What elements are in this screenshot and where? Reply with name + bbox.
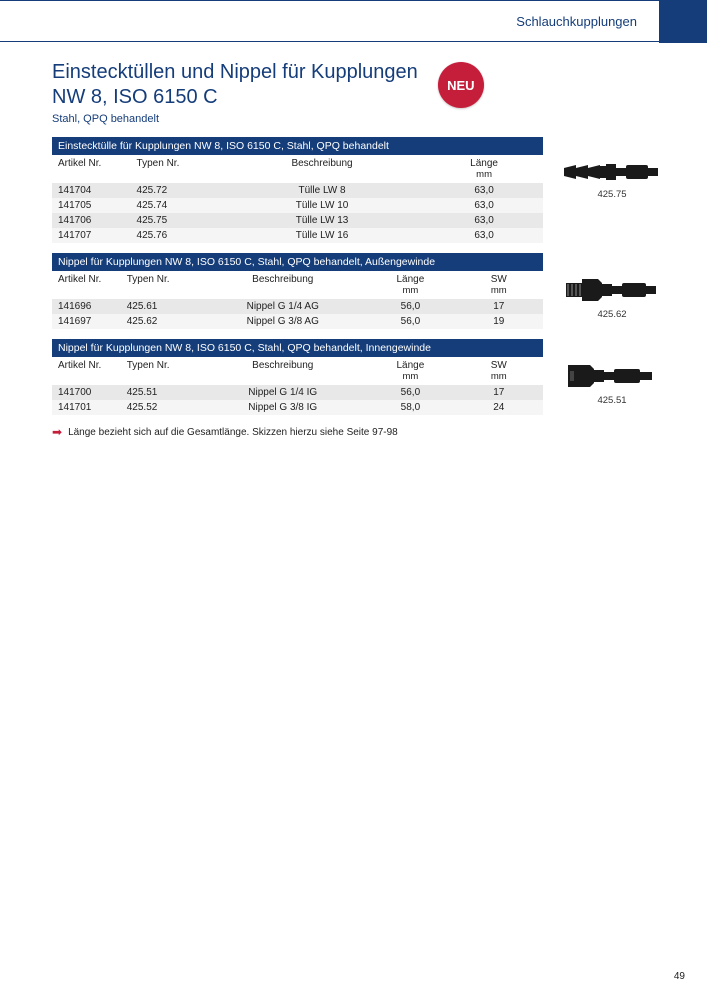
column-header: Artikel Nr. [52,357,121,385]
table-row: 141706425.75Tülle LW 1363,0 [52,213,543,228]
footnote-text: Länge bezieht sich auf die Gesamtlänge. … [68,427,398,438]
neu-badge-label: NEU [447,78,474,93]
table-cell: 56,0 [366,299,454,314]
column-header: Längemm [366,357,454,385]
column-header: SWmm [455,357,543,385]
table-cell: 141707 [52,228,131,243]
neu-badge: NEU [438,62,484,108]
table-cell: 425.76 [131,228,219,243]
table-cell: 58,0 [366,400,454,415]
table-title: Nippel für Kupplungen NW 8, ISO 6150 C, … [52,339,543,357]
table-cell: 425.52 [121,400,200,415]
tables-container: Einstecktülle für Kupplungen NW 8, ISO 6… [52,137,667,415]
table-title: Nippel für Kupplungen NW 8, ISO 6150 C, … [52,253,543,271]
column-header: Typen Nr. [121,357,200,385]
page-number: 49 [674,971,685,982]
page-content: Einstecktüllen und Nippel für Kupplungen… [0,60,707,439]
table-cell: 141701 [52,400,121,415]
table-cell: Tülle LW 13 [219,213,425,228]
table-wrap: Nippel für Kupplungen NW 8, ISO 6150 C, … [52,253,543,329]
table-row: 141697425.62Nippel G 3/8 AG56,019 [52,314,543,329]
table-cell: 141696 [52,299,121,314]
image-caption: 425.51 [557,395,667,406]
table-cell: 141704 [52,183,131,198]
category-label: Schlauchkupplungen [516,1,647,43]
table-title: Einstecktülle für Kupplungen NW 8, ISO 6… [52,137,543,155]
table-cell: 425.61 [121,299,200,314]
table-row: 141705425.74Tülle LW 1063,0 [52,198,543,213]
image-caption: 425.75 [557,189,667,200]
table-cell: 141705 [52,198,131,213]
column-header: Artikel Nr. [52,155,131,183]
table-cell: 63,0 [425,213,543,228]
subtitle: Stahl, QPQ behandelt [52,113,418,125]
footnote: ➡ Länge bezieht sich auf die Gesamtlänge… [52,425,667,439]
table-row: 141700425.51Nippel G 1/4 IG56,017 [52,385,543,400]
title-row: Einstecktüllen und Nippel für Kupplungen… [52,60,667,125]
product-image-column: 425.75 [557,137,667,200]
table-cell: 17 [455,385,543,400]
column-header: Längemm [366,271,454,299]
product-block: Nippel für Kupplungen NW 8, ISO 6150 C, … [52,253,667,329]
table-cell: 425.74 [131,198,219,213]
product-table: Artikel Nr.Typen Nr.BeschreibungLängemm1… [52,155,543,243]
table-cell: 19 [455,314,543,329]
image-caption: 425.62 [557,309,667,320]
table-cell: 141700 [52,385,121,400]
column-header: Beschreibung [199,357,366,385]
table-cell: 24 [455,400,543,415]
table-cell: 141706 [52,213,131,228]
column-header: Beschreibung [199,271,366,299]
header-color-block [659,1,707,43]
title-text: Einstecktüllen und Nippel für Kupplungen… [52,60,418,125]
table-cell: Tülle LW 16 [219,228,425,243]
product-block: Nippel für Kupplungen NW 8, ISO 6150 C, … [52,339,667,415]
table-cell: 425.75 [131,213,219,228]
table-cell: Nippel G 1/4 AG [199,299,366,314]
column-header: Artikel Nr. [52,271,121,299]
column-header: SWmm [455,271,543,299]
table-cell: 425.51 [121,385,200,400]
column-header: Typen Nr. [121,271,200,299]
table-cell: 63,0 [425,228,543,243]
table-cell: 17 [455,299,543,314]
table-row: 141701425.52Nippel G 3/8 IG58,024 [52,400,543,415]
product-image-column: 425.62 [557,253,667,320]
product-image-column: 425.51 [557,339,667,406]
table-row: 141704425.72Tülle LW 863,0 [52,183,543,198]
table-cell: 425.72 [131,183,219,198]
table-cell: Tülle LW 10 [219,198,425,213]
table-wrap: Nippel für Kupplungen NW 8, ISO 6150 C, … [52,339,543,415]
table-cell: 425.62 [121,314,200,329]
column-header: Beschreibung [219,155,425,183]
table-cell: 141697 [52,314,121,329]
product-table: Artikel Nr.Typen Nr.BeschreibungLängemmS… [52,271,543,329]
table-cell: 56,0 [366,314,454,329]
table-cell: Nippel G 3/8 AG [199,314,366,329]
header-bar: Schlauchkupplungen [0,0,707,42]
table-row: 141696425.61Nippel G 1/4 AG56,017 [52,299,543,314]
table-cell: Nippel G 1/4 IG [199,385,366,400]
column-header: Längemm [425,155,543,183]
table-row: 141707425.76Tülle LW 1663,0 [52,228,543,243]
table-cell: Tülle LW 8 [219,183,425,198]
table-cell: 56,0 [366,385,454,400]
table-wrap: Einstecktülle für Kupplungen NW 8, ISO 6… [52,137,543,243]
title-line-1: Einstecktüllen und Nippel für Kupplungen [52,61,418,83]
product-table: Artikel Nr.Typen Nr.BeschreibungLängemmS… [52,357,543,415]
arrow-icon: ➡ [52,425,62,439]
table-cell: 63,0 [425,183,543,198]
table-cell: Nippel G 3/8 IG [199,400,366,415]
column-header: Typen Nr. [131,155,219,183]
title-line-2: NW 8, ISO 6150 C [52,86,218,108]
product-block: Einstecktülle für Kupplungen NW 8, ISO 6… [52,137,667,243]
table-cell: 63,0 [425,198,543,213]
page-title: Einstecktüllen und Nippel für Kupplungen… [52,60,418,110]
